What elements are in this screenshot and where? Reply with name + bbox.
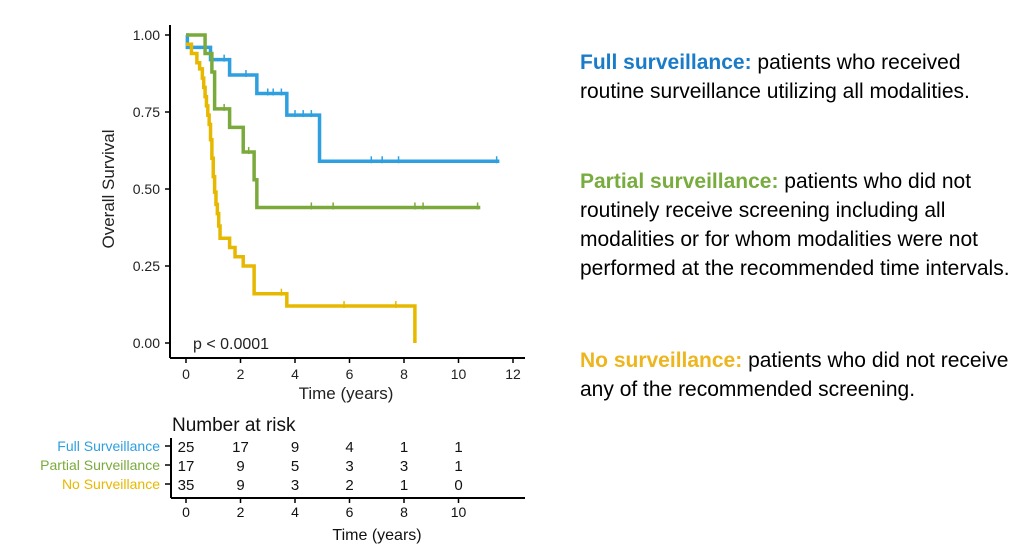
- risk-table-title: Number at risk: [172, 415, 296, 436]
- x-tick-label: 12: [505, 366, 521, 382]
- risk-x-tick-label: 8: [400, 504, 408, 520]
- description-text: patients who did not receive any of the …: [580, 349, 1009, 401]
- risk-count: 1: [454, 439, 462, 456]
- curve-partial-surveillance: [186, 33, 481, 210]
- description-text: patients who did not routinely receive s…: [580, 170, 1010, 280]
- risk-x-tick-label: 2: [237, 504, 245, 520]
- risk-x-tick-label: 4: [291, 504, 299, 520]
- risk-row-label: Full Surveillance: [57, 438, 160, 454]
- risk-count: 1: [400, 439, 408, 456]
- curve-full-surveillance: [185, 33, 500, 164]
- y-tick-label: 0.50: [133, 181, 160, 197]
- curve-no-surveillance: [186, 42, 417, 343]
- risk-count: 3: [291, 477, 299, 494]
- risk-count: 9: [291, 439, 299, 456]
- x-tick-label: 6: [346, 366, 354, 382]
- risk-count: 1: [400, 477, 408, 494]
- risk-row-label: Partial Surveillance: [40, 457, 160, 473]
- risk-count: 9: [236, 458, 244, 475]
- x-axis-title: Time (years): [299, 384, 394, 403]
- risk-count: 3: [345, 458, 353, 475]
- risk-count: 17: [232, 439, 249, 456]
- risk-count: 2: [345, 477, 353, 494]
- risk-table-x-title: Time (years): [332, 527, 421, 544]
- x-tick-label: 4: [291, 366, 299, 382]
- risk-count: 9: [236, 477, 244, 494]
- description-title: No surveillance:: [580, 349, 743, 372]
- risk-x-tick-label: 10: [451, 504, 467, 520]
- risk-x-tick-label: 6: [346, 504, 354, 520]
- x-tick-label: 10: [451, 366, 467, 382]
- description-title: Full surveillance:: [580, 51, 752, 74]
- risk-row-label: No Surveillance: [62, 476, 160, 492]
- x-tick-label: 8: [400, 366, 408, 382]
- risk-count: 5: [291, 458, 299, 475]
- risk-count: 1: [454, 458, 462, 475]
- description-title: Partial surveillance:: [580, 170, 779, 193]
- risk-count: 3: [400, 458, 408, 475]
- description-none: No surveillance: patients who did not re…: [580, 346, 1020, 404]
- x-tick-label: 0: [182, 366, 190, 382]
- y-tick-label: 0.00: [133, 335, 160, 351]
- description-full: Full surveillance: patients who received…: [580, 48, 1020, 106]
- y-tick-label: 0.75: [133, 104, 160, 120]
- y-tick-label: 0.25: [133, 258, 160, 274]
- y-axis-title: Overall Survival: [99, 129, 118, 248]
- p-value-annotation: p < 0.0001: [193, 336, 269, 353]
- y-tick-label: 1.00: [133, 27, 160, 43]
- description-partial: Partial surveillance: patients who did n…: [580, 167, 1020, 283]
- risk-count: 35: [178, 477, 195, 494]
- risk-count: 0: [454, 477, 462, 494]
- risk-count: 17: [178, 458, 195, 475]
- description-text: patients who received routine surveillan…: [580, 51, 970, 103]
- risk-x-tick-label: 0: [182, 504, 190, 520]
- risk-count: 25: [178, 439, 195, 456]
- risk-count: 4: [345, 439, 353, 456]
- x-tick-label: 2: [237, 366, 245, 382]
